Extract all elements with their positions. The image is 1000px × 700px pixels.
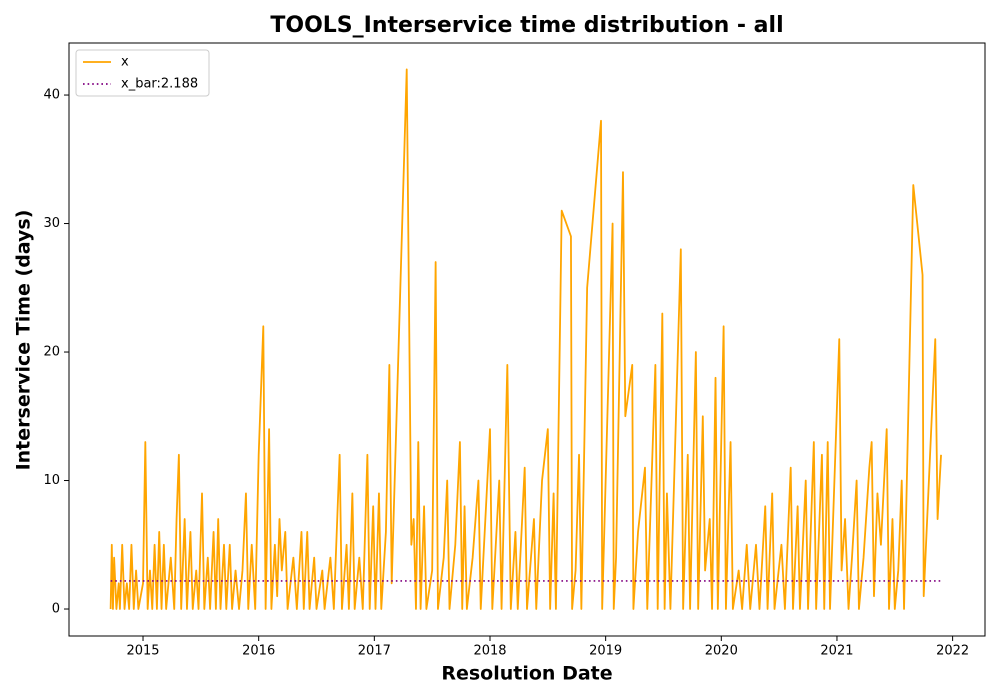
y-tick-label: 40 [43, 88, 60, 103]
plot-frame [68, 42, 986, 637]
y-axis-label: Interservice Time (days) [13, 210, 35, 471]
x-tick-label: 2020 [705, 644, 738, 659]
legend-label: x [121, 55, 129, 70]
y-tick-label: 30 [43, 216, 60, 231]
y-tick-label: 0 [52, 602, 60, 617]
y-tick-label: 20 [43, 345, 60, 360]
chart-title: TOOLS_Interservice time distribution - a… [270, 13, 783, 38]
x-tick-label: 2018 [473, 644, 506, 659]
x-tick-label: 2019 [589, 644, 622, 659]
legend-label: x_bar:2.188 [121, 77, 198, 92]
x-tick-label: 2015 [126, 644, 159, 659]
y-tick-label: 10 [43, 473, 60, 488]
series-line [109, 68, 942, 610]
x-tick-label: 2022 [936, 644, 969, 659]
x-tick-label: 2016 [242, 644, 275, 659]
x-tick-label: 2021 [820, 644, 853, 659]
x-axis-label: Resolution Date [441, 663, 612, 685]
x-tick-label: 2017 [358, 644, 391, 659]
